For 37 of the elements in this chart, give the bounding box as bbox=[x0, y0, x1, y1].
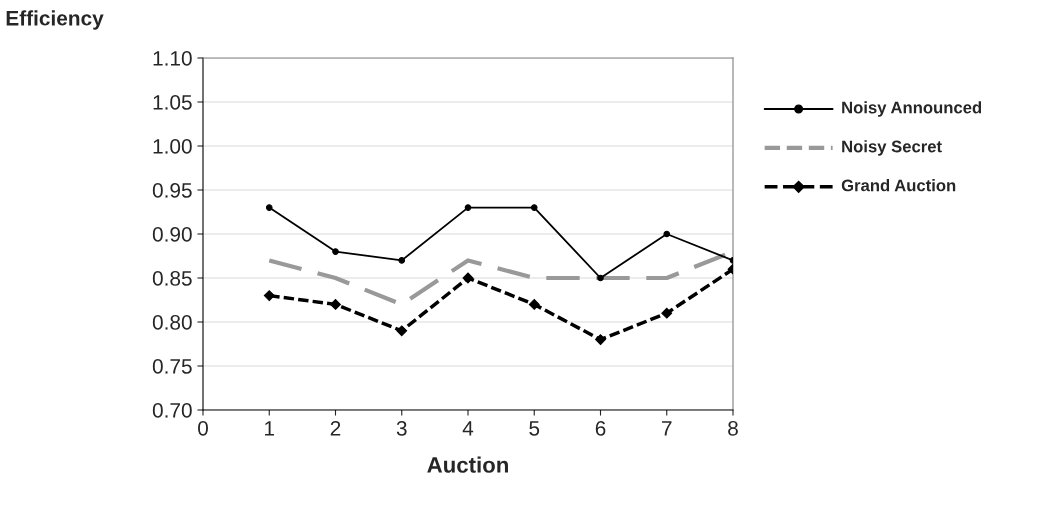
point bbox=[595, 334, 606, 346]
x-tick-label: 4 bbox=[462, 421, 474, 436]
point bbox=[332, 248, 339, 255]
legend-label: Grand Auction bbox=[841, 179, 956, 192]
x-tick-label: 7 bbox=[662, 421, 672, 436]
point bbox=[464, 204, 472, 211]
point bbox=[462, 272, 474, 284]
y-tick-label: 0.90 bbox=[152, 227, 192, 242]
point bbox=[661, 307, 673, 319]
point bbox=[663, 230, 671, 238]
point bbox=[528, 298, 540, 310]
point bbox=[530, 204, 538, 211]
x-axis-title: Auction bbox=[427, 456, 508, 473]
point bbox=[398, 257, 406, 264]
y-tick-label: 1.10 bbox=[153, 51, 192, 66]
x-tick-label: 1 bbox=[265, 421, 275, 436]
point bbox=[330, 298, 341, 310]
point bbox=[265, 204, 273, 211]
y-tick-label: 1.00 bbox=[153, 139, 192, 154]
point bbox=[396, 325, 408, 337]
x-tick-label: 5 bbox=[529, 421, 540, 436]
x-tick-label: 8 bbox=[728, 420, 738, 436]
x-tick-label: 6 bbox=[595, 420, 606, 436]
legend-label: Noisy Announced bbox=[842, 101, 982, 117]
y-tick-label: 0.80 bbox=[152, 315, 192, 330]
x-tick-label: 3 bbox=[396, 420, 407, 436]
y-tick-label: 0.75 bbox=[152, 359, 192, 374]
point bbox=[597, 274, 604, 282]
y-axis-title: Efficiency bbox=[6, 10, 104, 30]
y-tick-label: 0.85 bbox=[152, 271, 192, 286]
point bbox=[263, 290, 275, 302]
x-tick-label: 2 bbox=[330, 420, 341, 436]
legend-label: Noisy Secret bbox=[842, 140, 942, 156]
x-tick-label: 0 bbox=[198, 420, 208, 436]
y-tick-label: 0.95 bbox=[152, 183, 192, 198]
y-tick-label: 1.05 bbox=[153, 95, 192, 110]
y-tick-label: 0.70 bbox=[152, 403, 192, 418]
